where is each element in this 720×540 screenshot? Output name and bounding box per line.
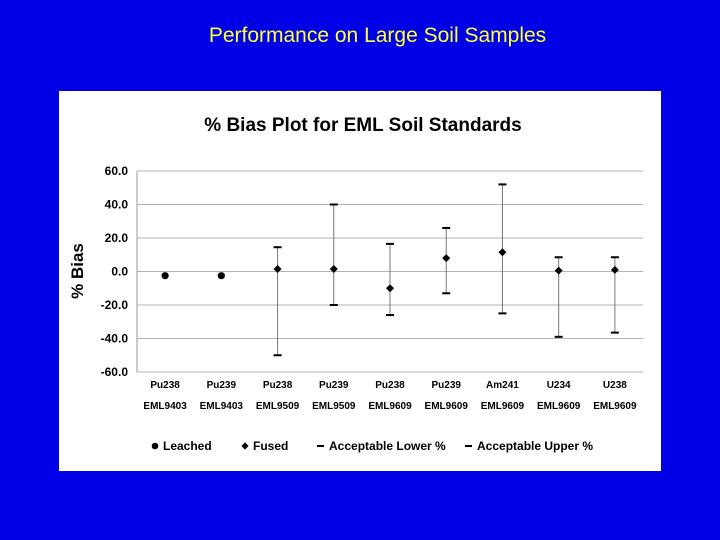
category-label-standard: EML9509 xyxy=(312,401,356,412)
error-bars xyxy=(277,184,616,356)
fused-point xyxy=(273,264,282,273)
fused-point xyxy=(442,254,451,263)
category-label-standard: EML9609 xyxy=(425,401,469,412)
category-label-isotope: U238 xyxy=(603,380,627,391)
category-label-isotope: Pu239 xyxy=(431,380,461,391)
category-label-standard: EML9403 xyxy=(200,401,244,412)
category-label-isotope: Pu238 xyxy=(375,380,405,391)
y-tick-label: -60.0 xyxy=(101,365,129,379)
category-label-standard: EML9403 xyxy=(143,401,187,412)
y-tick-label: -20.0 xyxy=(101,298,129,312)
legend-label: Leached xyxy=(163,439,212,453)
legend-label: Acceptable Upper % xyxy=(477,439,593,453)
category-label-standard: EML9609 xyxy=(537,401,581,412)
fused-point xyxy=(554,266,563,275)
category-label-standard: EML9609 xyxy=(481,401,525,412)
legend-label: Acceptable Lower % xyxy=(329,439,446,453)
slide-title: Performance on Large Soil Samples xyxy=(208,24,547,47)
category-label-isotope: Pu239 xyxy=(207,380,237,391)
category-label-isotope: Am241 xyxy=(486,380,519,391)
category-label-standard: EML9609 xyxy=(593,401,637,412)
y-tick-label: 0.0 xyxy=(111,265,128,279)
legend: Leached Fused Acceptable Lower % Acceptable… xyxy=(151,439,593,453)
y-tick-label: 40.0 xyxy=(105,198,129,212)
fused-point xyxy=(498,248,507,257)
legend-diamond-marker xyxy=(241,442,249,450)
y-tick-label: 60.0 xyxy=(105,164,129,178)
category-labels: Pu238 EML9403 Pu239 EML9403 Pu238 EML9509 Pu23… xyxy=(143,380,637,412)
chart-title: % Bias Plot for EML Soil Standards xyxy=(204,115,521,136)
data-markers xyxy=(161,183,619,357)
category-label-isotope: Pu238 xyxy=(150,380,180,391)
y-tick-label: 20.0 xyxy=(105,231,129,245)
bias-chart: % Bias Plot for EML Soil Standards % Bia… xyxy=(68,115,643,453)
leached-point xyxy=(217,272,225,280)
legend-label: Fused xyxy=(253,439,288,453)
chart-panel: % Bias Plot for EML Soil Standards % Bia… xyxy=(59,91,661,471)
category-label-standard: EML9509 xyxy=(256,401,300,412)
fused-point xyxy=(610,265,619,274)
fused-point xyxy=(329,264,338,273)
category-label-standard: EML9609 xyxy=(368,401,412,412)
category-label-isotope: U234 xyxy=(547,380,571,391)
category-label-isotope: Pu239 xyxy=(319,380,349,391)
category-label-isotope: Pu238 xyxy=(263,380,293,391)
y-tick-labels: 60.0 40.0 20.0 0.0 -20.0 -40.0 -60.0 xyxy=(101,164,129,379)
fused-point xyxy=(386,284,394,293)
legend-circle-marker xyxy=(151,442,159,450)
leached-point xyxy=(161,272,169,280)
y-axis-label: % Bias xyxy=(68,243,87,299)
y-tick-label: -40.0 xyxy=(101,332,129,346)
